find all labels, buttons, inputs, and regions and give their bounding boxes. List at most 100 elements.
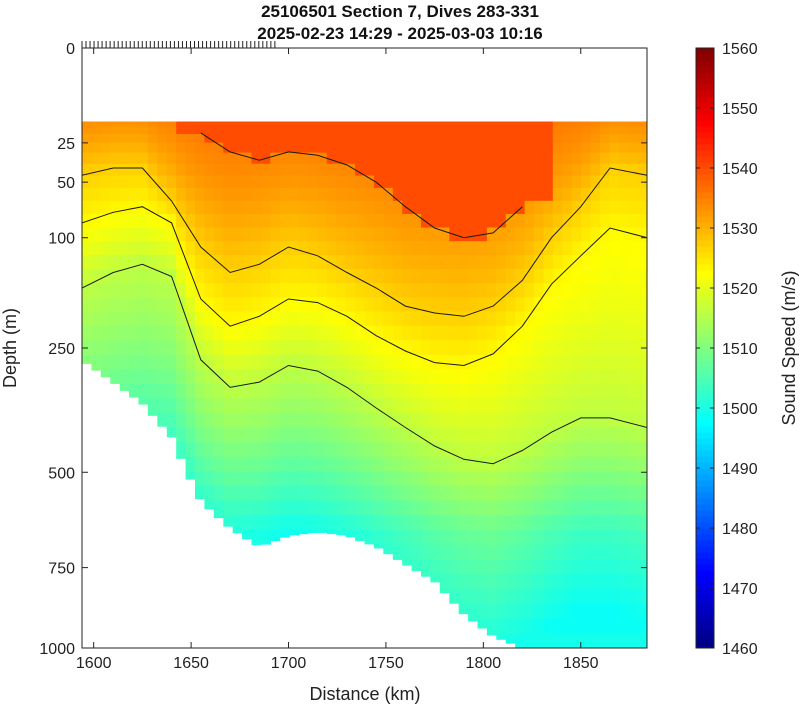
field-cell	[213, 398, 224, 414]
field-cell	[336, 412, 347, 428]
field-cell	[590, 485, 601, 502]
field-cell	[204, 427, 215, 443]
field-cell	[534, 214, 544, 229]
field-cell	[279, 200, 290, 215]
field-cell	[486, 241, 497, 256]
field-cell	[317, 200, 328, 215]
field-cell	[251, 485, 262, 502]
field-cell	[242, 427, 253, 443]
field-cell	[308, 471, 318, 487]
field-cell	[552, 530, 563, 546]
field-cell	[373, 383, 384, 399]
field-cell	[213, 227, 224, 242]
colorbar-tick-label: 1490	[722, 461, 758, 478]
field-cell	[477, 241, 488, 256]
field-cell	[496, 142, 507, 154]
field-cell	[138, 127, 149, 135]
field-cell	[430, 187, 441, 202]
field-cell	[496, 134, 507, 144]
field-cell	[486, 163, 497, 177]
field-cell	[515, 515, 526, 531]
field-cell	[599, 369, 610, 385]
field-cell	[326, 175, 337, 189]
field-cell	[223, 227, 234, 242]
field-cell	[166, 121, 177, 124]
field-cell	[373, 442, 384, 458]
field-cell	[185, 241, 196, 256]
field-cell	[515, 618, 526, 634]
field-cell	[270, 127, 281, 135]
field-cell	[468, 297, 479, 313]
field-cell	[260, 500, 271, 516]
field-cell	[524, 354, 535, 370]
field-cell	[383, 340, 394, 356]
field-cell	[430, 485, 441, 502]
field-cell	[223, 500, 234, 516]
field-cell	[477, 283, 488, 298]
field-cell	[534, 200, 544, 215]
field-cell	[242, 134, 253, 144]
colorbar-swatch	[696, 174, 714, 181]
field-cell	[581, 142, 592, 154]
field-cell	[486, 442, 497, 458]
field-cell	[129, 283, 140, 298]
field-cell	[599, 200, 610, 215]
colorbar-swatch	[696, 186, 714, 193]
field-cell	[147, 325, 158, 341]
field-cell	[515, 142, 526, 154]
field-cell	[468, 200, 479, 215]
field-cell	[477, 412, 488, 428]
field-cell	[260, 354, 271, 370]
field-cell	[355, 134, 366, 144]
field-cell	[637, 427, 647, 443]
field-cell	[270, 325, 281, 341]
field-cell	[270, 121, 281, 124]
field-cell	[279, 311, 290, 327]
field-cell	[562, 340, 573, 356]
field-cell	[82, 325, 92, 341]
field-cell	[317, 325, 328, 341]
field-cell	[100, 297, 111, 313]
field-cell	[289, 200, 300, 215]
field-cell	[345, 530, 356, 538]
field-cell	[515, 283, 526, 298]
field-cell	[524, 471, 535, 487]
field-cell	[129, 269, 140, 284]
field-cell	[590, 255, 601, 270]
field-cell	[336, 121, 347, 124]
field-cell	[609, 633, 620, 648]
field-cell	[505, 187, 516, 202]
field-cell	[515, 442, 526, 458]
field-cell	[242, 515, 253, 531]
field-cell	[185, 142, 196, 154]
field-cell	[411, 241, 422, 256]
field-cell	[543, 500, 554, 516]
colorbar-swatch	[696, 492, 714, 499]
field-cell	[204, 163, 215, 177]
field-cell	[411, 283, 422, 298]
field-cell	[289, 442, 300, 458]
field-cell	[505, 559, 516, 575]
field-cell	[439, 427, 450, 443]
field-cell	[138, 297, 149, 313]
field-cell	[213, 142, 224, 154]
field-cell	[260, 255, 271, 270]
field-cell	[515, 574, 526, 590]
field-cell	[411, 515, 422, 531]
colorbar-swatch	[696, 564, 714, 571]
field-cell	[599, 603, 610, 620]
field-cell	[157, 175, 168, 189]
field-cell	[82, 142, 92, 154]
field-cell	[486, 500, 497, 516]
field-cell	[213, 311, 224, 327]
field-cell	[242, 227, 253, 242]
field-cell	[129, 369, 140, 385]
field-cell	[468, 311, 479, 327]
field-cell	[213, 471, 224, 487]
field-cell	[392, 471, 403, 487]
field-cell	[336, 255, 347, 270]
field-cell	[392, 227, 403, 242]
field-cell	[637, 152, 647, 165]
field-cell	[308, 163, 318, 177]
field-cell	[336, 163, 347, 177]
